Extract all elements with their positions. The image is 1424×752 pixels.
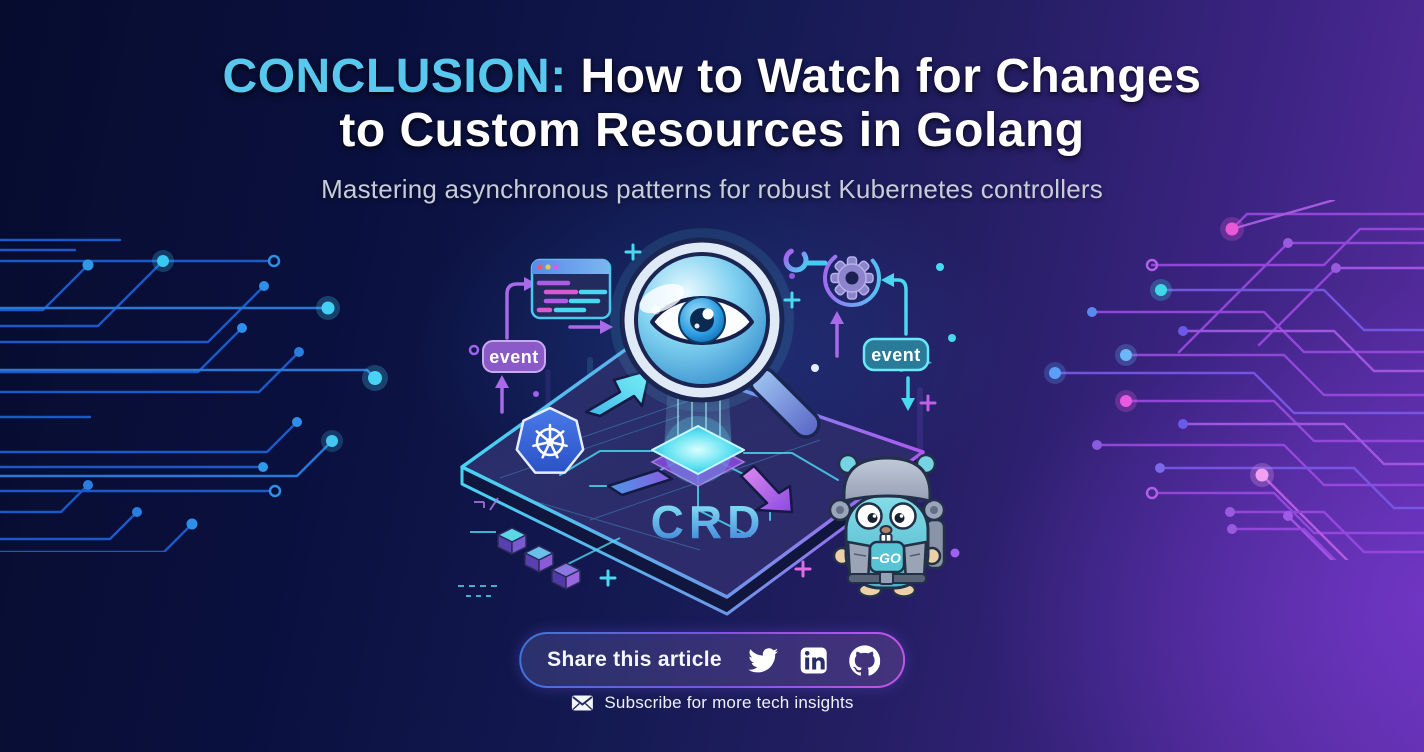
isometric-cubes <box>458 527 621 597</box>
wrench-icon <box>783 247 828 279</box>
illustration: CRD <box>440 220 980 620</box>
arrow-off-platform <box>739 464 794 514</box>
title-main: How to Watch for Changes to Custom Resou… <box>339 50 1202 157</box>
share-label: Share this article <box>547 648 722 671</box>
event-badge-right: event <box>862 337 930 372</box>
subscribe-label: Subscribe for more tech insights <box>604 693 854 712</box>
code-window-icon <box>530 258 612 320</box>
github-icon[interactable] <box>847 642 883 678</box>
event-badge-left: event <box>482 340 546 373</box>
hero-header: CONCLUSION: How to Watch for Changes to … <box>0 50 1424 205</box>
right-circuit-decoration <box>1044 200 1424 560</box>
share-bar[interactable]: Share this article <box>519 632 905 688</box>
subscribe-link[interactable]: Subscribe for more tech insights <box>570 693 853 713</box>
magnifier-eye-icon <box>610 228 821 439</box>
title-highlight: CONCLUSION: <box>222 50 567 103</box>
page-title: CONCLUSION: How to Watch for Changes to … <box>212 50 1212 158</box>
left-circuit-decoration <box>0 238 388 552</box>
kubernetes-logo-icon <box>515 406 585 474</box>
go-gopher-mascot: GO <box>828 453 946 598</box>
sparkle-decorations <box>468 243 960 587</box>
arrow-onto-platform <box>584 368 652 418</box>
envelope-icon <box>570 694 594 712</box>
code-marks <box>474 497 499 511</box>
platform-bar <box>606 468 674 497</box>
gear-icon <box>823 249 881 307</box>
event-badge-right-label: event <box>871 345 921 365</box>
event-flow-arrows <box>495 273 915 414</box>
gopher-chest-label: GO <box>879 550 901 566</box>
crd-label: CRD <box>651 496 766 548</box>
linkedin-icon[interactable] <box>796 642 832 678</box>
twitter-icon[interactable] <box>745 642 781 678</box>
subtitle: Mastering asynchronous patterns for robu… <box>321 173 1103 204</box>
event-badge-left-label: event <box>489 347 539 367</box>
